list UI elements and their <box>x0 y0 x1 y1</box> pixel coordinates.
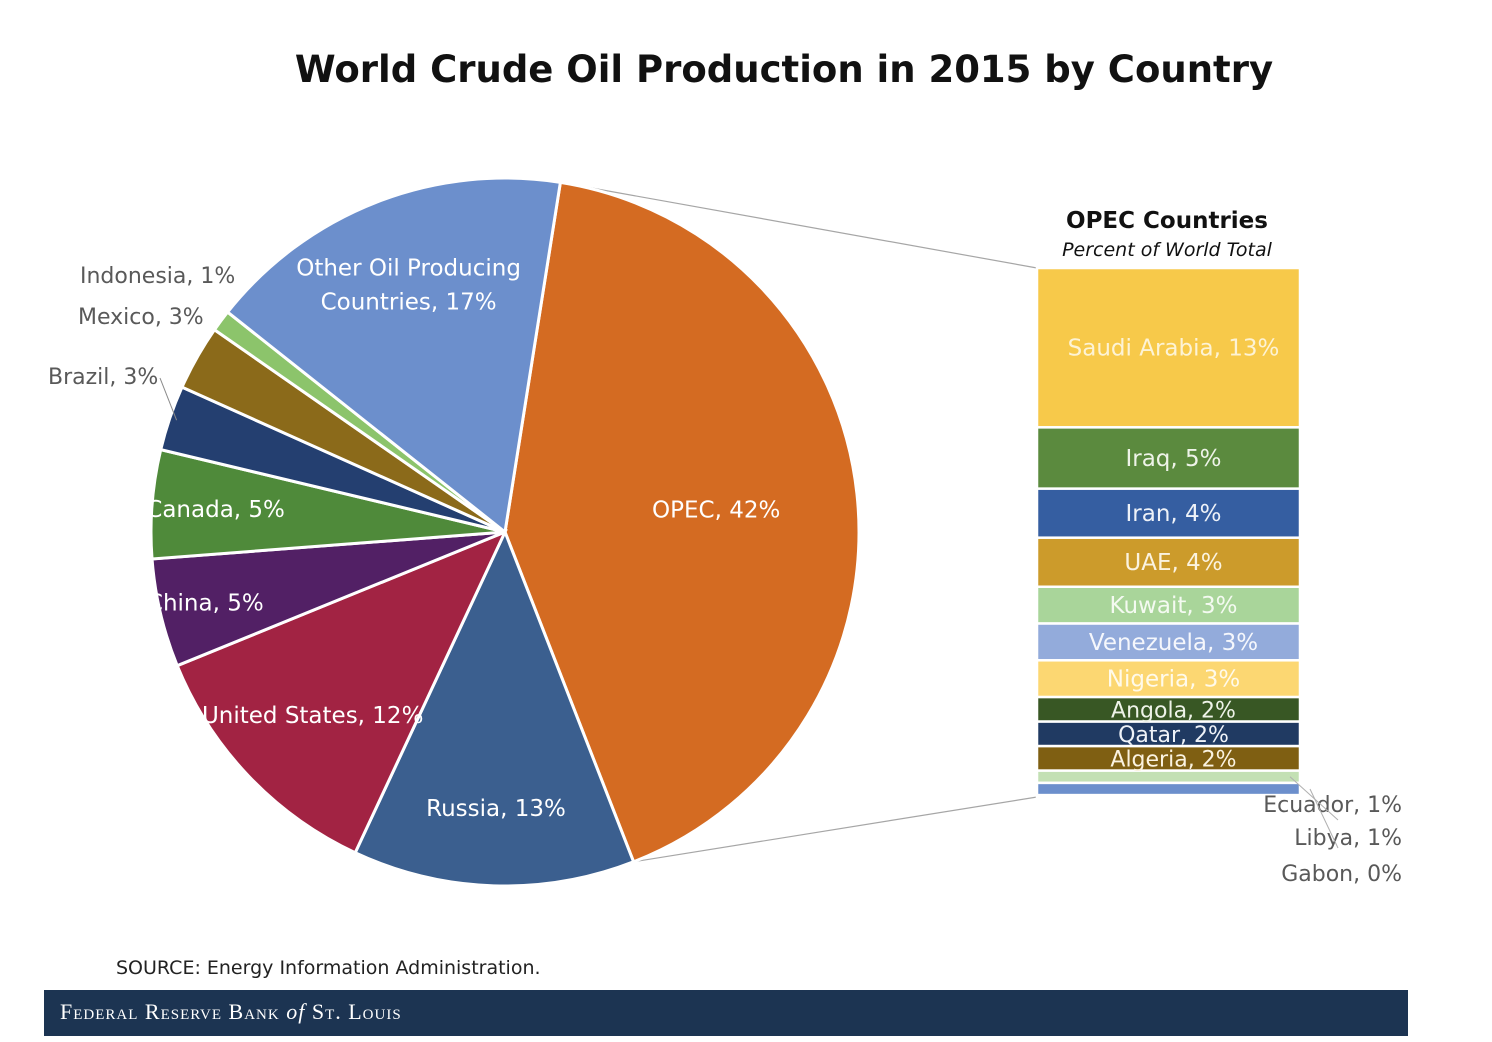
footer-brand-pre: Federal Reserve Bank <box>60 999 287 1024</box>
pie-label-china: China, 5% <box>147 591 264 617</box>
footer-brand-of: of <box>286 999 306 1024</box>
footer-bar: Federal Reserve Bank of St. Louis <box>44 990 1408 1036</box>
pie-label-brazil: Brazil, 3% <box>48 365 158 390</box>
bar-segment-nigeria <box>1035 659 1302 699</box>
bar-label-libya: Libya, 1% <box>1294 826 1402 851</box>
bar-label-iran: Iran, 4% <box>1125 501 1221 527</box>
connector-line-bottom <box>633 796 1038 863</box>
bar-label-algeria: Algeria, 2% <box>1110 747 1236 772</box>
bar-label-nigeria: Nigeria, 3% <box>1107 667 1240 693</box>
opec-bar-title: OPEC Countries <box>1066 208 1268 234</box>
pie-label-russia: Russia, 13% <box>426 796 566 822</box>
bar-label-qatar: Qatar, 2% <box>1118 723 1229 748</box>
bar-label-ecuador: Ecuador, 1% <box>1263 793 1402 818</box>
footer-brand-post: St. Louis <box>305 999 402 1024</box>
source-note: SOURCE: Energy Information Administratio… <box>116 957 541 979</box>
bar-segment-algeria <box>1035 744 1302 772</box>
pie-label-indonesia: Indonesia, 1% <box>80 264 235 289</box>
bar-segment-venezuela <box>1035 622 1302 662</box>
pie-slice-other-oil-producing-countries <box>225 176 563 535</box>
footer-brand: Federal Reserve Bank of St. Louis <box>60 999 402 1025</box>
pie-labels: OPEC, 42% Russia, 13% United States, 12% Ch… <box>48 256 780 822</box>
bar-segment-uae <box>1035 536 1302 589</box>
bar-label-iraq: Iraq, 5% <box>1125 446 1221 472</box>
bar-segment-gabon <box>1035 793 1302 799</box>
pie-slice-opec <box>503 180 861 864</box>
bar-segment-angola <box>1035 695 1302 723</box>
connector-line-top <box>560 181 1038 269</box>
pie-to-bar-connectors <box>560 181 1038 863</box>
pie-slice-russia <box>353 528 636 888</box>
pie-label-other-oil-producing-countries: Other Oil Producing Countries, 17% <box>296 256 521 316</box>
pie-label-opec: OPEC, 42% <box>652 497 780 523</box>
bar-segment-saudi-arabia <box>1035 266 1302 429</box>
bar-segment-ecuador <box>1035 769 1302 785</box>
chart-title: World Crude Oil Production in 2015 by Co… <box>294 48 1274 91</box>
pie-label-united-states: United States, 12% <box>202 703 424 729</box>
leader-line-libya <box>1309 788 1339 849</box>
pie-label-mexico: Mexico, 3% <box>78 305 204 330</box>
bar-label-kuwait: Kuwait, 3% <box>1110 593 1238 619</box>
bar-segment-iran <box>1035 487 1302 539</box>
pie-slice-united-states <box>175 529 508 855</box>
pie-label-canada: Canada, 5% <box>146 497 285 523</box>
bar-segment-qatar <box>1035 720 1302 748</box>
bar-label-angola: Angola, 2% <box>1111 698 1236 723</box>
bar-label-uae: UAE, 4% <box>1124 550 1222 576</box>
opec-stacked-bar <box>1035 266 1302 799</box>
pie-chart <box>149 176 861 888</box>
opec-bar-labels: Saudi Arabia, 13% Iraq, 5% Iran, 4% UAE, 4%… <box>1068 336 1402 887</box>
bar-label-saudi-arabia: Saudi Arabia, 13% <box>1068 336 1280 362</box>
opec-bar-subtitle: Percent of World Total <box>1062 239 1273 261</box>
leader-line-brazil <box>159 377 178 421</box>
bar-label-venezuela: Venezuela, 3% <box>1089 630 1258 656</box>
bar-label-gabon: Gabon, 0% <box>1281 862 1402 887</box>
bar-segment-libya <box>1035 781 1302 797</box>
